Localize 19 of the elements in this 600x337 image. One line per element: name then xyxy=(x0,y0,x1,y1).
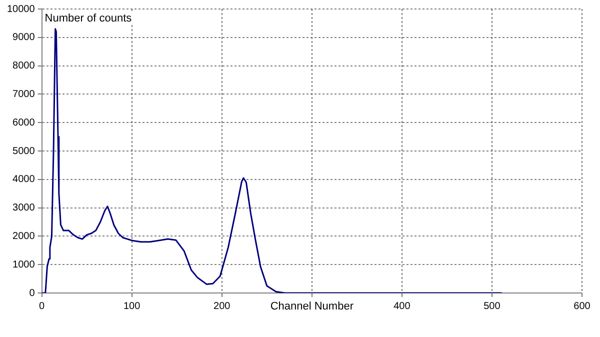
y-tick-label: 9000 xyxy=(12,32,36,44)
y-tick-label: 7000 xyxy=(12,88,36,100)
x-tick-label: 200 xyxy=(214,300,231,312)
x-axis-title: Channel Number xyxy=(270,300,354,313)
y-axis-title: Number of counts xyxy=(44,12,132,25)
y-tick-label: 6000 xyxy=(12,117,36,128)
x-tick-label: 600 xyxy=(574,300,591,312)
y-tick-label: 0 xyxy=(29,288,36,299)
y-tick-label: 10000 xyxy=(6,4,36,15)
x-tick-label: 400 xyxy=(394,300,411,312)
y-tick-label: 5000 xyxy=(12,146,36,157)
x-tick-label: 100 xyxy=(123,300,141,312)
y-tick-label: 4000 xyxy=(12,174,36,186)
y-tick-label: 8000 xyxy=(12,60,36,72)
y-tick-label: 2000 xyxy=(12,230,36,242)
y-tick-label: 3000 xyxy=(12,202,36,214)
x-tick-label: 0 xyxy=(39,300,46,312)
y-tick-label: 1000 xyxy=(12,259,36,270)
x-tick-label: 500 xyxy=(484,300,501,312)
